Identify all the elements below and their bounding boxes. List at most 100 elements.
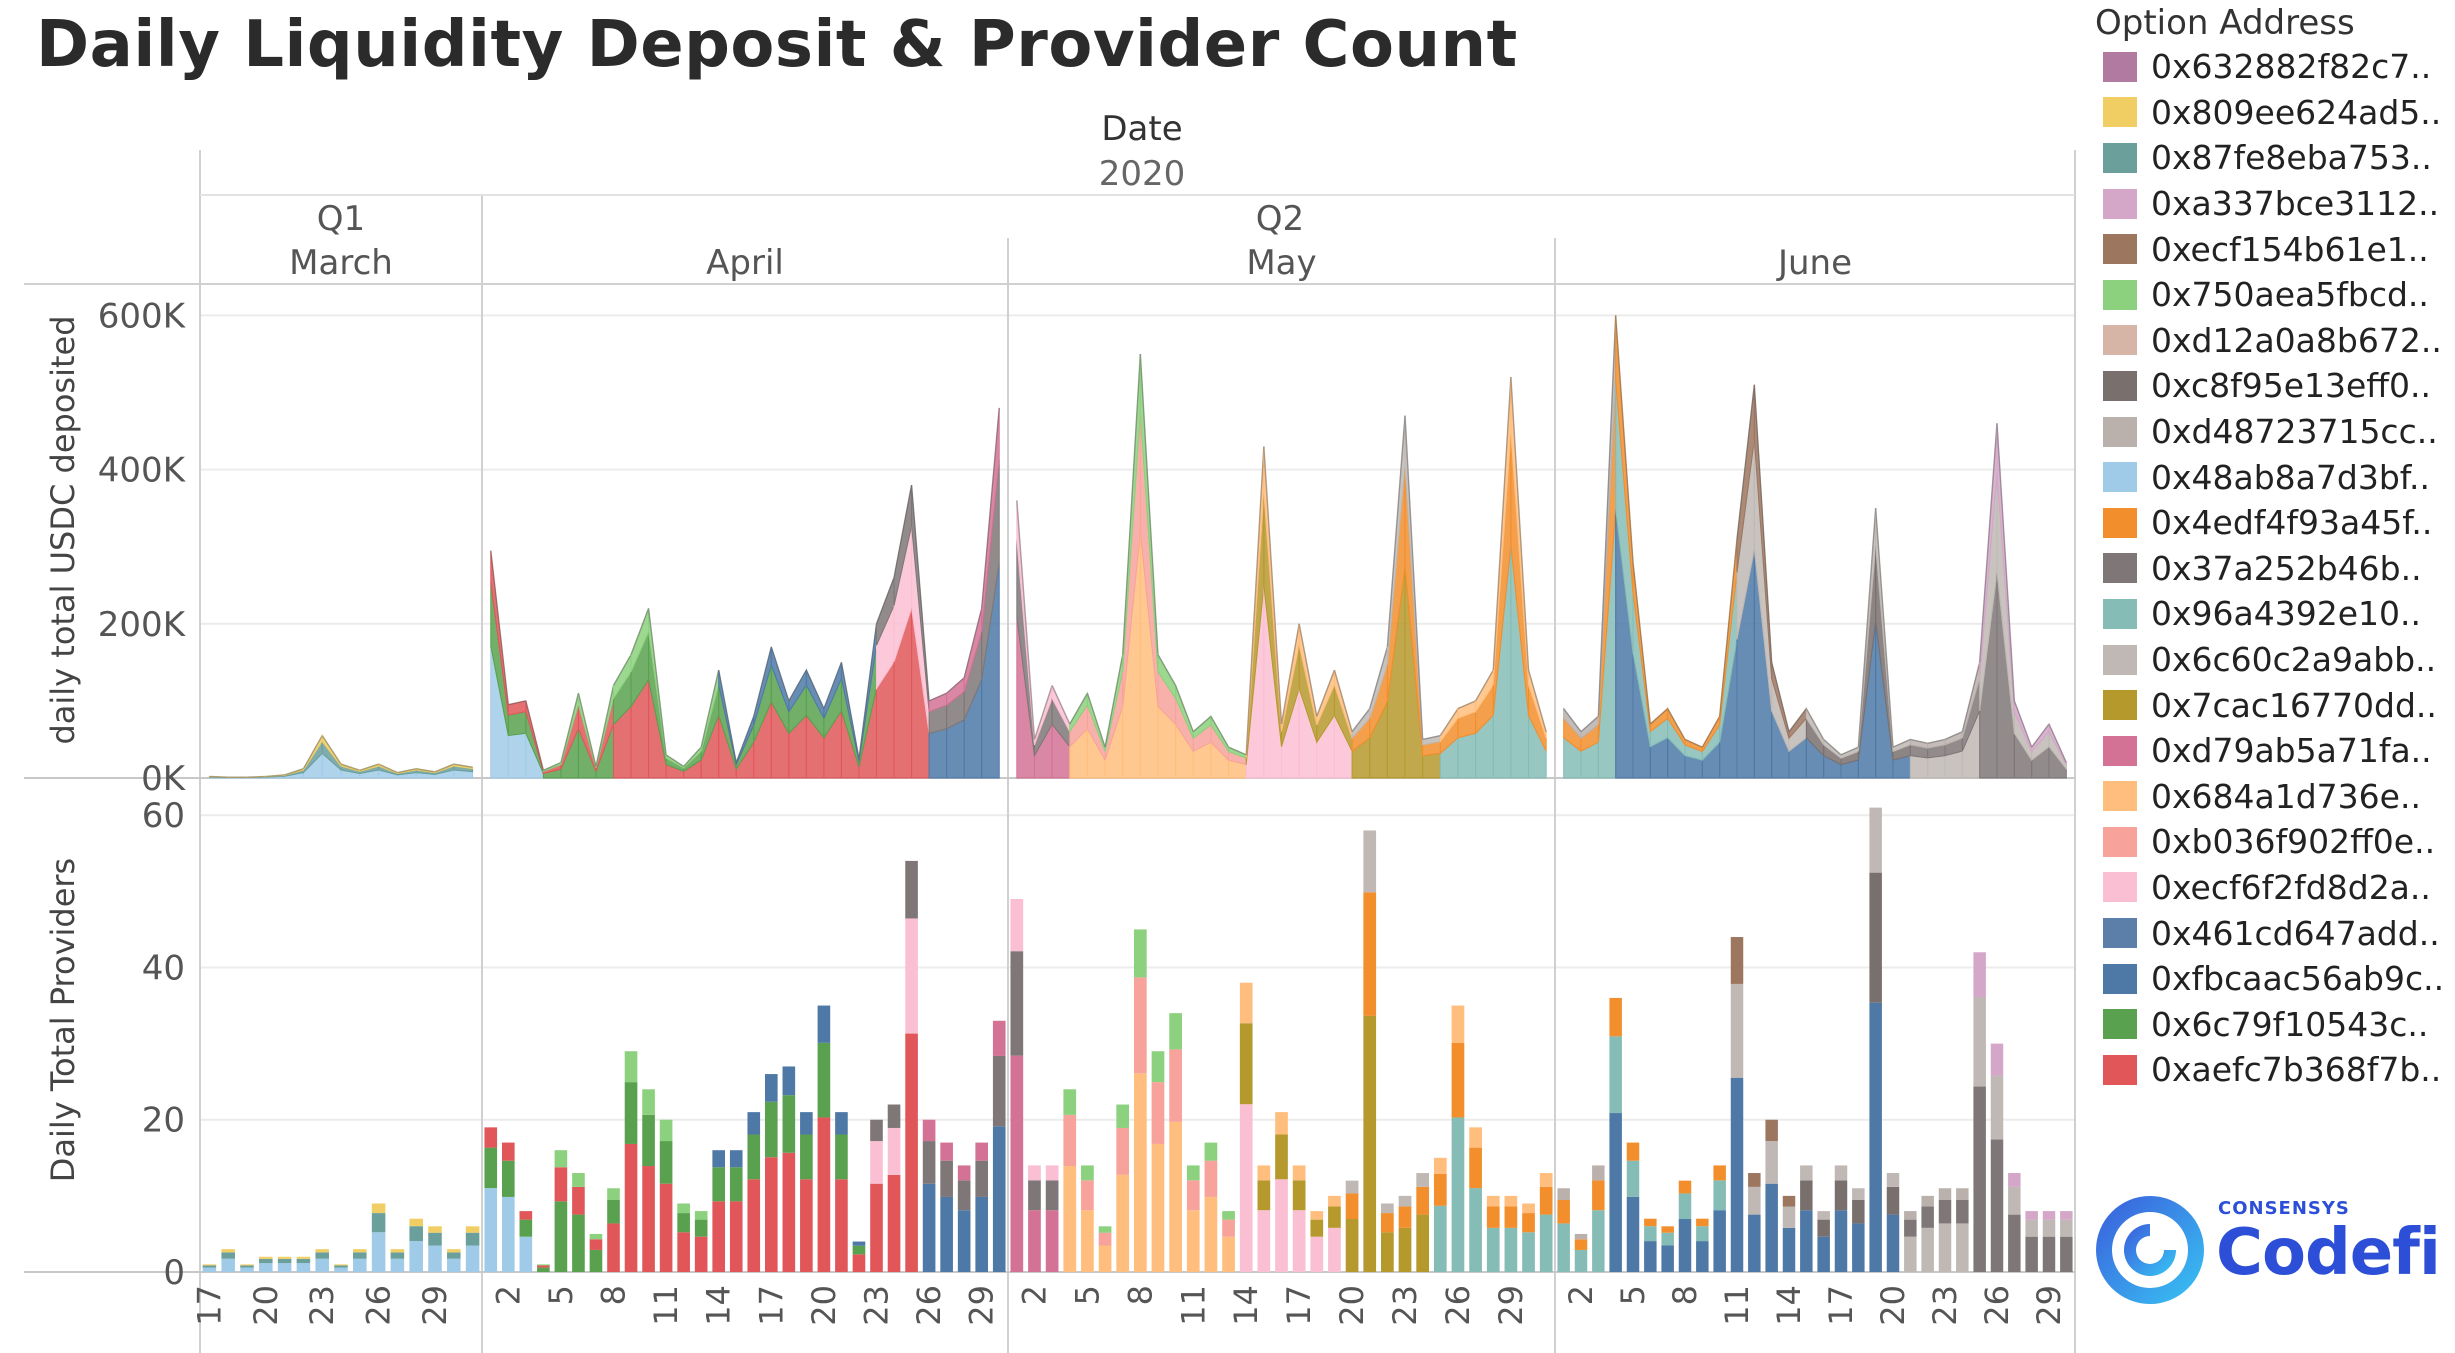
deposit-area-outline xyxy=(1298,623,1318,717)
provider-bar xyxy=(428,1226,442,1233)
legend-item[interactable]: 0x684a1d736e.. xyxy=(2095,774,2455,820)
legend-item[interactable]: 0x37a252b46b.. xyxy=(2095,546,2455,592)
provider-bar xyxy=(992,1055,1006,1127)
provider-bar xyxy=(1275,1112,1288,1135)
provider-bar xyxy=(277,1256,292,1259)
legend[interactable]: Option Address 0x632882f82c7.. 0x809ee624… xyxy=(2095,0,2455,1093)
provider-bar xyxy=(259,1258,273,1264)
legend-item[interactable]: 0xd48723715cc.. xyxy=(2095,409,2455,455)
logo-codefi-text: Codefi xyxy=(2216,1216,2441,1290)
legend-item[interactable]: 0x6c79f10543c.. xyxy=(2095,1001,2455,1047)
legend-item[interactable]: 0xd12a0a8b672.. xyxy=(2095,318,2455,364)
legend-swatch xyxy=(2103,188,2137,219)
provider-bar xyxy=(240,1265,254,1268)
legend-item[interactable]: 0x7cac16770dd.. xyxy=(2095,682,2455,728)
provider-bar xyxy=(1398,1227,1412,1272)
header-month-label: May xyxy=(1246,243,1316,283)
provider-bar xyxy=(537,1264,550,1266)
provider-bar xyxy=(764,1157,778,1272)
legend-swatch xyxy=(2103,142,2137,173)
deposit-area-outline xyxy=(788,669,808,702)
legend-item[interactable]: 0x632882f82c7.. xyxy=(2095,44,2455,90)
deposit-area-outline xyxy=(612,654,632,686)
deposit-area-outline xyxy=(1333,669,1353,732)
provider-bar xyxy=(1592,1165,1605,1181)
x-tick-label: 20 xyxy=(247,1285,285,1326)
provider-bar xyxy=(1886,1214,1900,1272)
provider-bar xyxy=(572,1214,585,1272)
deposit-area-outline xyxy=(910,484,930,701)
legend-item[interactable]: 0x750aea5fbcd.. xyxy=(2095,272,2455,318)
deposit-area-outline xyxy=(700,669,720,748)
provider-bar xyxy=(782,1095,796,1153)
legend-item[interactable]: 0xecf6f2fd8d2a.. xyxy=(2095,865,2455,911)
provider-bar xyxy=(1486,1195,1500,1207)
provider-bar xyxy=(1504,1206,1518,1228)
provider-bar xyxy=(1345,1180,1359,1194)
deposit-area-outline xyxy=(1263,446,1283,725)
bottom-y-tick-label: 20 xyxy=(142,1101,185,1141)
provider-bar xyxy=(1345,1219,1359,1272)
deposit-area-outline xyxy=(630,608,650,655)
deposit-area-outline xyxy=(1086,692,1106,748)
provider-bar xyxy=(1852,1199,1865,1224)
deposit-area-outline xyxy=(1386,415,1406,647)
provider-bar xyxy=(607,1223,620,1272)
legend-item[interactable]: 0xd79ab5a71fa.. xyxy=(2095,728,2455,774)
deposit-area-outline xyxy=(1527,669,1547,732)
provider-bar xyxy=(975,1142,989,1161)
provider-bar xyxy=(1328,1206,1341,1228)
provider-bar xyxy=(1956,1188,1969,1200)
legend-label: 0xd12a0a8b672.. xyxy=(2151,320,2442,360)
provider-bar xyxy=(975,1160,989,1197)
provider-bar xyxy=(1151,1082,1165,1144)
deposit-area-outline xyxy=(1701,715,1721,748)
provider-bar xyxy=(240,1264,254,1266)
provider-bar xyxy=(940,1196,953,1272)
provider-bar xyxy=(1451,1117,1465,1272)
provider-bar xyxy=(1010,1055,1024,1272)
deposit-area-outline xyxy=(209,775,229,778)
deposit-area-outline xyxy=(1978,423,1998,663)
legend-item[interactable]: 0x48ab8a7d3bf.. xyxy=(2095,454,2455,500)
legend-item[interactable]: 0xb036f902ff0e.. xyxy=(2095,819,2455,865)
legend-item[interactable]: 0x4edf4f93a45f.. xyxy=(2095,500,2455,546)
legend-item[interactable]: 0xecf154b61e1.. xyxy=(2095,226,2455,272)
provider-bar xyxy=(1257,1180,1271,1211)
codefi-logo-icon xyxy=(2096,1196,2204,1304)
legend-item[interactable]: 0x461cd647add.. xyxy=(2095,910,2455,956)
deposit-area-outline xyxy=(1051,685,1071,725)
provider-bar xyxy=(519,1236,533,1272)
legend-item[interactable]: 0xaefc7b368f7b.. xyxy=(2095,1047,2455,1093)
deposit-area-outline xyxy=(595,685,615,767)
deposit-area-outline xyxy=(1996,423,2016,701)
provider-bar xyxy=(992,1126,1006,1272)
provider-bar xyxy=(1817,1211,1830,1220)
legend-item[interactable]: 0x809ee624ad5.. xyxy=(2095,90,2455,136)
provider-bar xyxy=(992,1020,1006,1056)
provider-bar xyxy=(1257,1165,1271,1181)
legend-item[interactable]: 0xa337bce3112.. xyxy=(2095,181,2455,227)
provider-bar xyxy=(1292,1180,1306,1211)
deposit-area-outline xyxy=(1614,315,1634,563)
legend-item[interactable]: 0xc8f95e13eff0.. xyxy=(2095,363,2455,409)
provider-bar xyxy=(371,1203,386,1214)
provider-bar xyxy=(1504,1227,1518,1272)
legend-swatch xyxy=(2103,644,2137,675)
legend-item[interactable]: 0x96a4392e10.. xyxy=(2095,591,2455,637)
deposit-area-outline xyxy=(416,768,436,773)
provider-bar xyxy=(447,1249,461,1253)
deposit-area-outline xyxy=(946,677,965,694)
legend-item[interactable]: 0x87fe8eba753.. xyxy=(2095,135,2455,181)
provider-bar xyxy=(1133,929,1147,978)
deposit-area-outline xyxy=(1174,685,1194,733)
provider-bar xyxy=(712,1167,726,1202)
legend-item[interactable]: 0x6c60c2a9abb.. xyxy=(2095,637,2455,683)
x-tick-label: 17 xyxy=(1822,1285,1860,1326)
x-tick-label: 23 xyxy=(303,1285,341,1326)
provider-bar xyxy=(221,1252,235,1259)
legend-item[interactable]: 0xfbcaac56ab9c.. xyxy=(2095,956,2455,1002)
provider-bar xyxy=(1222,1236,1235,1272)
legend-swatch xyxy=(2103,51,2137,82)
provider-bar xyxy=(1363,892,1377,1016)
